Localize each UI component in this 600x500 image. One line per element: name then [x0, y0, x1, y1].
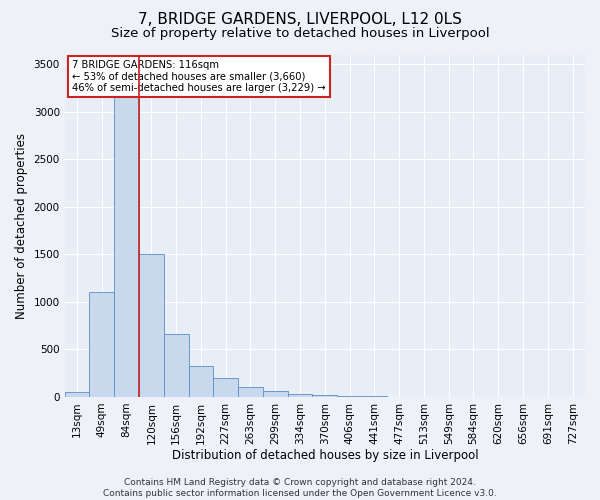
Y-axis label: Number of detached properties: Number of detached properties [15, 133, 28, 319]
Bar [114, 84, 139, 397]
Text: 7 BRIDGE GARDENS: 116sqm
← 53% of detached houses are smaller (3,660)
46% of sem: 7 BRIDGE GARDENS: 116sqm ← 53% of detach… [73, 60, 326, 94]
Bar [214, 378, 238, 397]
X-axis label: Distribution of detached houses by size in Liverpool: Distribution of detached houses by size … [172, 450, 478, 462]
Text: Size of property relative to detached houses in Liverpool: Size of property relative to detached ho… [110, 28, 490, 40]
Bar [188, 366, 214, 397]
Text: Contains HM Land Registry data © Crown copyright and database right 2024.
Contai: Contains HM Land Registry data © Crown c… [103, 478, 497, 498]
Bar [337, 396, 362, 397]
Bar [89, 292, 114, 397]
Bar [313, 395, 337, 397]
Bar [238, 388, 263, 397]
Bar [139, 254, 164, 397]
Text: 7, BRIDGE GARDENS, LIVERPOOL, L12 0LS: 7, BRIDGE GARDENS, LIVERPOOL, L12 0LS [138, 12, 462, 28]
Bar [362, 396, 387, 397]
Bar [287, 394, 313, 397]
Bar [263, 392, 287, 397]
Bar [164, 334, 188, 397]
Bar [65, 392, 89, 397]
